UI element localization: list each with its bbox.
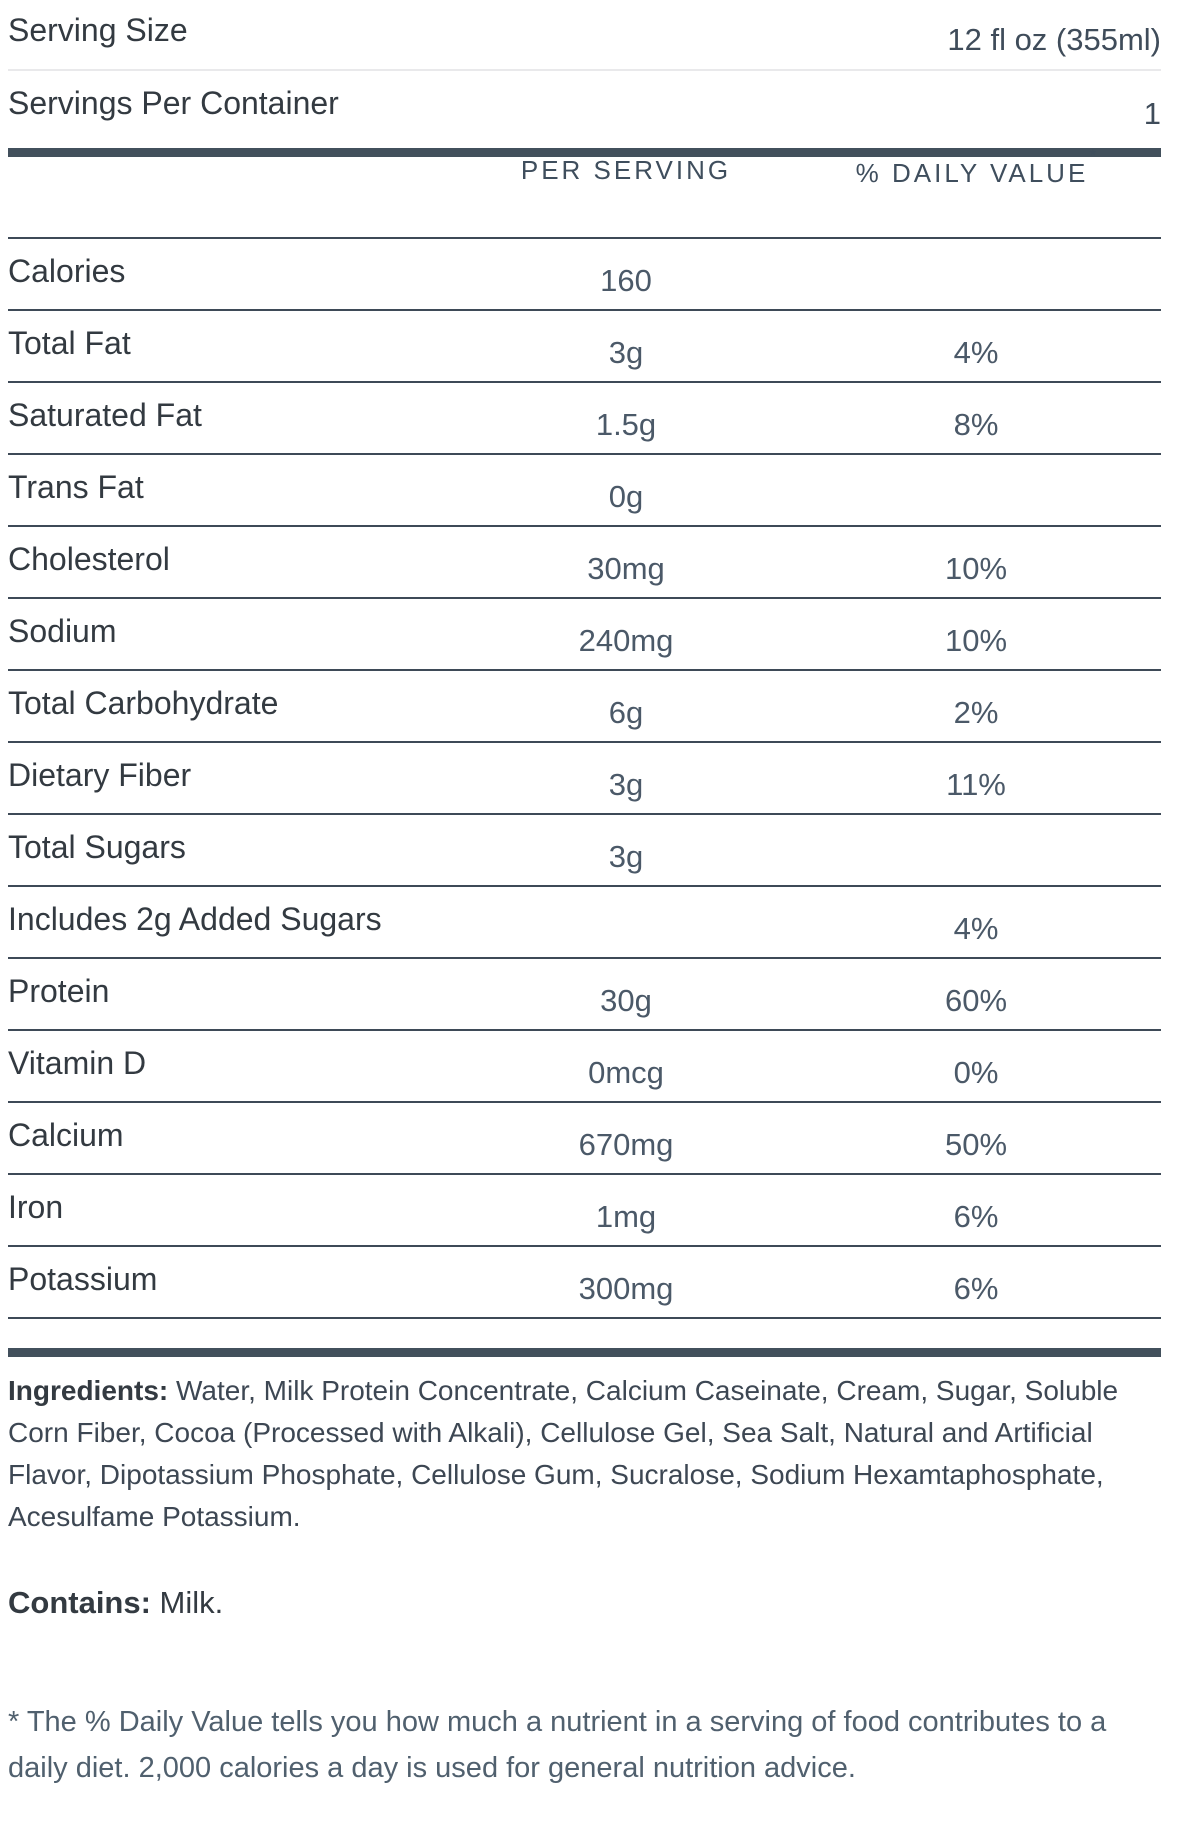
- nutrient-daily-value: 10%: [944, 623, 1008, 658]
- section-divider-bar: [8, 148, 1161, 157]
- nutrient-daily-value: 10%: [944, 551, 1008, 586]
- nutrition-facts-panel: Serving Size 12 fl oz (355ml) Servings P…: [8, 0, 1161, 1785]
- contains-label: Contains:: [8, 1585, 151, 1620]
- allergen-statement: Contains: Milk.: [8, 1584, 1161, 1621]
- serving-size-row: Serving Size 12 fl oz (355ml): [8, 0, 1161, 71]
- nutrient-amount: [461, 887, 791, 957]
- nutrient-label: Potassium: [8, 1261, 158, 1297]
- ingredients-text: Water, Milk Protein Concentrate, Calcium…: [8, 1375, 1119, 1532]
- nutrient-daily-value: 11%: [946, 767, 1006, 802]
- servings-per-container-row: Servings Per Container 1: [8, 71, 1161, 148]
- nutrient-label: Sodium: [8, 613, 117, 649]
- nutrient-row-saturated-fat: Saturated Fat 1.5g 8%: [8, 383, 1161, 455]
- nutrient-row-sodium: Sodium 240mg 10%: [8, 599, 1161, 671]
- nutrient-daily-value: 0%: [953, 1055, 999, 1090]
- nutrient-amount: 3g: [608, 767, 644, 802]
- nutrient-daily-value: 6%: [953, 1271, 999, 1306]
- nutrient-amount: 1mg: [595, 1199, 657, 1234]
- nutrient-daily-value: 50%: [944, 1127, 1008, 1162]
- nutrient-daily-value: 4%: [953, 911, 999, 946]
- nutrient-label: Protein: [8, 973, 110, 1009]
- nutrient-row-cholesterol: Cholesterol 30mg 10%: [8, 527, 1161, 599]
- nutrient-daily-value: [791, 815, 1161, 885]
- daily-value-footnote: * The % Daily Value tells you how much a…: [8, 1706, 1107, 1785]
- nutrient-row-dietary-fiber: Dietary Fiber 3g 11%: [8, 743, 1161, 815]
- nutrient-label: Total Fat: [8, 325, 131, 361]
- nutrient-row-calcium: Calcium 670mg 50%: [8, 1103, 1161, 1175]
- nutrient-label: Calories: [8, 253, 126, 289]
- nutrient-label: Total Sugars: [8, 829, 186, 865]
- nutrient-label: Calcium: [8, 1117, 124, 1153]
- nutrient-label: Dietary Fiber: [8, 757, 192, 793]
- nutrient-amount: 670mg: [578, 1127, 674, 1162]
- nutrient-amount: 30mg: [587, 551, 665, 586]
- nutrient-amount: 240mg: [578, 623, 674, 658]
- nutrient-daily-value: 4%: [953, 335, 999, 370]
- nutrient-amount: 0g: [608, 479, 644, 514]
- servings-per-container-label: Servings Per Container: [8, 85, 339, 121]
- servings-per-container-value: 1: [1143, 96, 1161, 131]
- nutrient-daily-value: [791, 455, 1161, 525]
- per-serving-column-header: PER SERVING: [520, 155, 732, 185]
- table-header-row: PER SERVING % DAILY VALUE*: [8, 147, 1161, 239]
- nutrient-label: Iron: [8, 1189, 64, 1225]
- serving-size-value: 12 fl oz (355ml): [947, 22, 1161, 57]
- nutrient-label: Total Carbohydrate: [8, 685, 279, 721]
- nutrient-row-calories: Calories 160: [8, 239, 1161, 311]
- nutrient-row-trans-fat: Trans Fat 0g: [8, 455, 1161, 527]
- contains-text: Milk.: [150, 1585, 224, 1620]
- nutrient-label: Includes 2g Added Sugars: [8, 901, 382, 937]
- nutrient-amount: 6g: [608, 695, 644, 730]
- nutrient-amount: 30g: [600, 983, 652, 1018]
- nutrient-row-total-sugars: Total Sugars 3g: [8, 815, 1161, 887]
- nutrient-amount: 3g: [608, 335, 644, 370]
- nutrient-amount: 0mcg: [588, 1055, 664, 1090]
- nutrient-row-vitamin-d: Vitamin D 0mcg 0%: [8, 1031, 1161, 1103]
- nutrient-row-iron: Iron 1mg 6%: [8, 1175, 1161, 1247]
- nutrient-amount: 3g: [608, 839, 644, 874]
- nutrient-daily-value: [791, 239, 1161, 309]
- nutrient-amount: 300mg: [578, 1271, 674, 1306]
- nutrient-daily-value: 60%: [944, 983, 1008, 1018]
- nutrient-daily-value: 8%: [953, 407, 999, 442]
- ingredients-paragraph: Ingredients: Water, Milk Protein Concent…: [8, 1370, 1161, 1538]
- nutrient-row-total-carbohydrate: Total Carbohydrate 6g 2%: [8, 671, 1161, 743]
- daily-value-asterisk: *: [1089, 146, 1097, 166]
- nutrient-label: Trans Fat: [8, 469, 144, 505]
- serving-size-label: Serving Size: [8, 12, 188, 48]
- nutrient-label: Cholesterol: [8, 541, 170, 577]
- nutrient-label: Saturated Fat: [8, 397, 202, 433]
- nutrient-label: Vitamin D: [8, 1045, 147, 1081]
- nutrient-daily-value: 6%: [953, 1199, 999, 1234]
- daily-value-column-header: % DAILY VALUE*: [855, 146, 1097, 188]
- section-divider-bar: [8, 1348, 1161, 1357]
- header-spacer: [8, 157, 461, 237]
- nutrient-row-added-sugars: Includes 2g Added Sugars 4%: [8, 887, 1161, 959]
- ingredients-label: Ingredients:: [8, 1375, 169, 1406]
- nutrient-row-protein: Protein 30g 60%: [8, 959, 1161, 1031]
- nutrient-daily-value: 2%: [953, 695, 999, 730]
- nutrient-amount: 1.5g: [595, 407, 657, 442]
- nutrient-row-total-fat: Total Fat 3g 4%: [8, 311, 1161, 383]
- nutrient-amount: 160: [600, 263, 652, 298]
- nutrient-row-potassium: Potassium 300mg 6%: [8, 1247, 1161, 1319]
